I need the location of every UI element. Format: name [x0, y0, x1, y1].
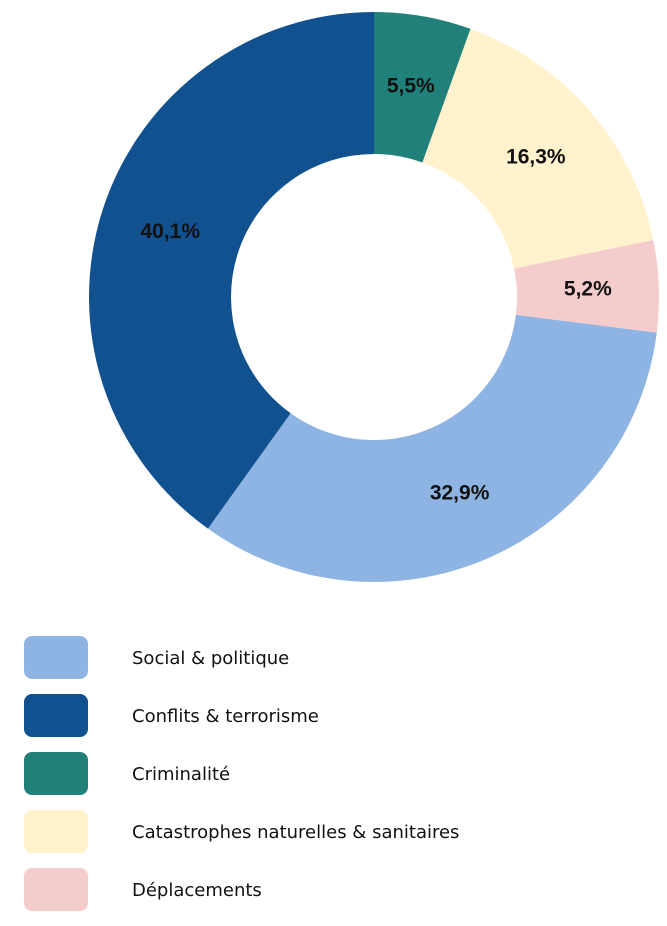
legend-swatch-criminalite — [24, 752, 88, 795]
slice-label-conflits-terrorisme: 40,1% — [140, 220, 200, 243]
legend-label-conflits-terrorisme: Conflits & terrorisme — [132, 706, 319, 727]
legend-label-catastrophes: Catastrophes naturelles & sanitaires — [132, 822, 460, 843]
slice-catastrophes-naturelles-sanitaires — [422, 28, 654, 269]
legend-item-conflits-terrorisme: Conflits & terrorisme — [24, 694, 644, 752]
legend-item-deplacements: Déplacements — [24, 868, 644, 926]
slice-label-social-politique: 32,9% — [430, 482, 490, 505]
legend-swatch-catastrophes — [24, 810, 88, 853]
legend-label-criminalite: Criminalité — [132, 764, 231, 785]
legend-label-social-politique: Social & politique — [132, 648, 290, 669]
slice-label-deplacements: 5,2% — [564, 277, 612, 300]
slice-label-catastrophes-naturelles-sanitaires: 16,3% — [506, 145, 566, 168]
slice-social-politique — [207, 314, 657, 583]
donut-chart: 5,5% 16,3% 5,2% 32,9% 40,1% — [89, 12, 659, 583]
legend-item-social-politique: Social & politique — [24, 636, 644, 694]
legend-swatch-deplacements — [24, 868, 88, 911]
slice-criminalite — [374, 12, 471, 163]
slice-conflits-terrorisme — [89, 12, 374, 529]
legend-label-deplacements: Déplacements — [132, 880, 262, 901]
slice-deplacements — [514, 240, 659, 333]
legend-swatch-social-politique — [24, 636, 88, 679]
slice-label-criminalite: 5,5% — [387, 75, 435, 98]
legend-item-criminalite: Criminalité — [24, 752, 644, 810]
legend: Social & politique Conflits & terrorisme… — [24, 636, 644, 926]
legend-item-catastrophes: Catastrophes naturelles & sanitaires — [24, 810, 644, 868]
legend-swatch-conflits-terrorisme — [24, 694, 88, 737]
